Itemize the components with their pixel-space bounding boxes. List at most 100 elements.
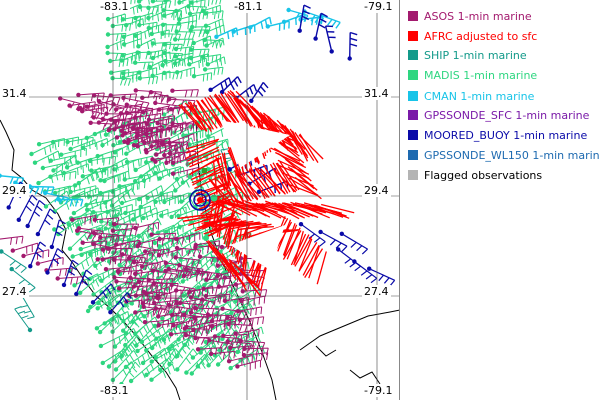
wind-barb [34,150,61,164]
wind-barb [208,158,234,171]
wind-barb [53,136,80,147]
wind-barb [150,239,175,255]
wind-barb [241,295,266,306]
wind-barb [94,217,120,226]
station-dot [109,203,115,208]
wind-barb [124,174,151,185]
afrc-barb [317,205,350,219]
wind-barb [108,345,130,367]
legend-item-moored-buoy[interactable]: MOORED_BUOY 1-min marine [408,127,587,143]
wind-barb [205,18,224,30]
legend-item-flagged[interactable]: Flagged observations [408,167,542,183]
station-dot [174,29,179,34]
station-dot [209,351,214,356]
wind-barb [114,121,140,133]
legend-item-afrc[interactable]: AFRC adjusted to sfc [408,28,537,44]
station-dot [140,95,145,101]
wind-barb [134,261,159,271]
station-dot [92,217,98,222]
afrc-barb [262,112,290,136]
wind-barb [87,100,113,111]
legend-label: SHIP 1-min marine [424,48,527,62]
station-dot [233,331,238,336]
station-dot [48,158,53,163]
wind-barb [73,187,100,200]
station-dot [158,367,163,372]
station-dot [318,229,323,235]
wind-barb [162,33,181,42]
station-dot [160,316,165,321]
legend-item-gpssonde-sfc[interactable]: GPSSONDE_SFC 1-min marine [408,107,589,123]
wind-barb [51,219,66,248]
station-dot [238,338,243,343]
wind-barb [164,128,190,142]
station-dot [139,339,145,345]
station-dot [178,300,183,306]
station-dot [205,62,210,67]
station-dot [193,305,198,311]
station-dot [112,119,118,125]
wind-barb [176,31,196,40]
wind-barb [0,235,24,245]
wind-barb [118,269,143,279]
wind-barb [135,113,162,123]
station-dot [110,329,115,334]
wind-barb [29,241,47,267]
wind-barb [195,307,220,316]
station-dot [156,314,161,319]
wind-barb [161,176,185,194]
station-dot [80,240,85,245]
station-dot [235,364,240,369]
afrc-barb [215,95,237,124]
wind-barb [164,10,182,21]
station-dot [61,282,67,288]
afrc-barb [299,133,319,163]
wind-barb [235,83,258,99]
afrc-barb [294,132,315,162]
wind-barb [341,233,369,255]
wind-barb [114,328,138,347]
legend-item-madis[interactable]: MADIS 1-min marine [408,67,537,83]
wind-barb [211,350,236,360]
map-panel[interactable]: -83.1 -81.1 -79.1 -83.1 -79.1 31.4 29.4 … [0,0,400,400]
station-dot [133,33,138,38]
station-dot [80,145,86,150]
station-dot [220,306,225,311]
afrc-barb [239,268,261,297]
afrc-barb [204,96,224,127]
station-dot [121,75,126,81]
wind-barb [176,168,203,181]
wind-barb [1,251,27,273]
afrc-barb [298,242,318,272]
lat-label-left-1: 31.4 [0,87,29,100]
wind-barb [112,313,136,333]
wind-barb [142,105,169,117]
station-dot [114,135,120,140]
station-dot [237,317,243,322]
station-dot [106,364,112,369]
wind-barb [314,12,328,39]
afrc-barb [249,225,282,238]
legend-item-ship[interactable]: SHIP 1-min marine [408,47,527,63]
station-dot [176,21,181,26]
station-dot [114,279,119,284]
wind-barb [194,315,219,324]
station-dot [177,0,182,5]
station-dot [165,247,171,252]
afrc-barb [185,142,216,160]
wind-barb [78,104,105,114]
station-dot [120,133,125,138]
afrc-barb [248,168,266,200]
afrc-barb [201,206,234,222]
station-dot [100,257,105,262]
legend-item-gpssonde-wl150[interactable]: GPSSONDE_WL150 1-min marine [408,147,600,163]
legend-item-asos[interactable]: ASOS 1-min marine [408,8,532,24]
wind-barb [94,95,121,105]
wind-barb [116,103,143,114]
station-dot [119,128,124,133]
station-dot [157,176,162,181]
wind-barb [258,180,289,194]
legend-item-cman[interactable]: CMAN 1-min marine [408,88,534,104]
station-dot [121,328,126,333]
wind-barb [198,270,223,281]
